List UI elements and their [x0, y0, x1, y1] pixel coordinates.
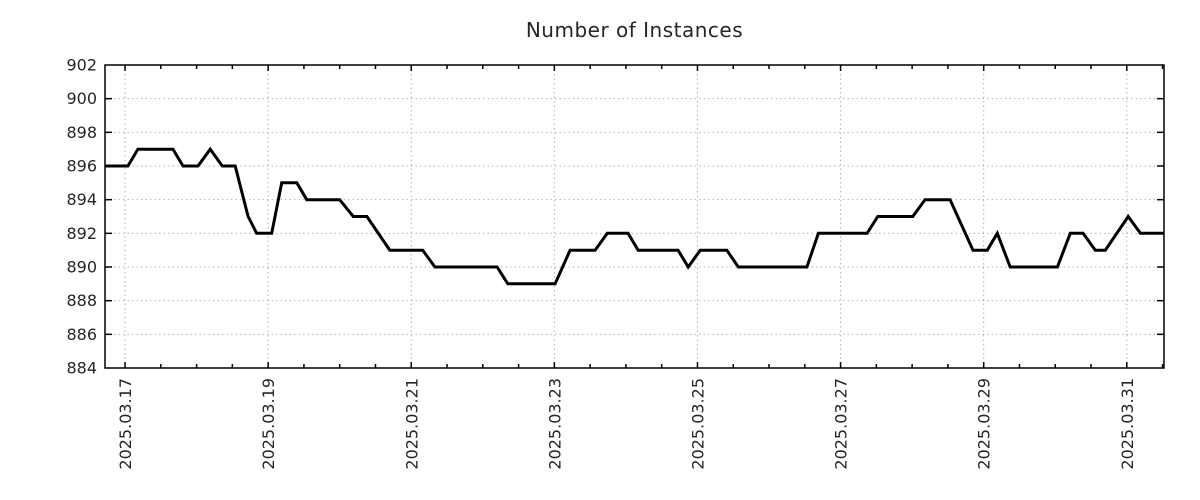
- y-tick-label: 884: [66, 359, 97, 378]
- y-tick-label: 898: [66, 123, 97, 142]
- y-tick-label: 886: [66, 325, 97, 344]
- x-tick-label: 2025.03.23: [545, 378, 564, 470]
- y-tick-label: 888: [66, 291, 97, 310]
- x-tick-label: 2025.03.27: [832, 378, 851, 470]
- y-tick-label: 894: [66, 190, 97, 209]
- axis-labels: 884 886 888 890 892 894 896 898 900 902 2025.03.17…: [66, 56, 1136, 470]
- y-tick-label: 896: [66, 157, 97, 176]
- x-tick-label: 2025.03.25: [688, 378, 707, 470]
- series-line: [105, 146, 1164, 286]
- y-tick-label: 890: [66, 258, 97, 277]
- y-tick-label: 902: [66, 56, 97, 75]
- x-tick-label: 2025.03.29: [975, 378, 994, 470]
- x-tick-label: 2025.03.17: [116, 378, 135, 470]
- y-tick-label: 892: [66, 224, 97, 243]
- x-tick-label: 2025.03.19: [259, 378, 278, 470]
- plot-border: [104, 64, 1165, 369]
- axis-ticks: [105, 65, 1164, 368]
- y-tick-label: 900: [66, 89, 97, 108]
- x-tick-label: 2025.03.21: [402, 378, 421, 470]
- grid: [105, 65, 1164, 368]
- x-tick-label: 2025.03.31: [1118, 378, 1137, 470]
- chart-title: Number of Instances: [525, 18, 744, 42]
